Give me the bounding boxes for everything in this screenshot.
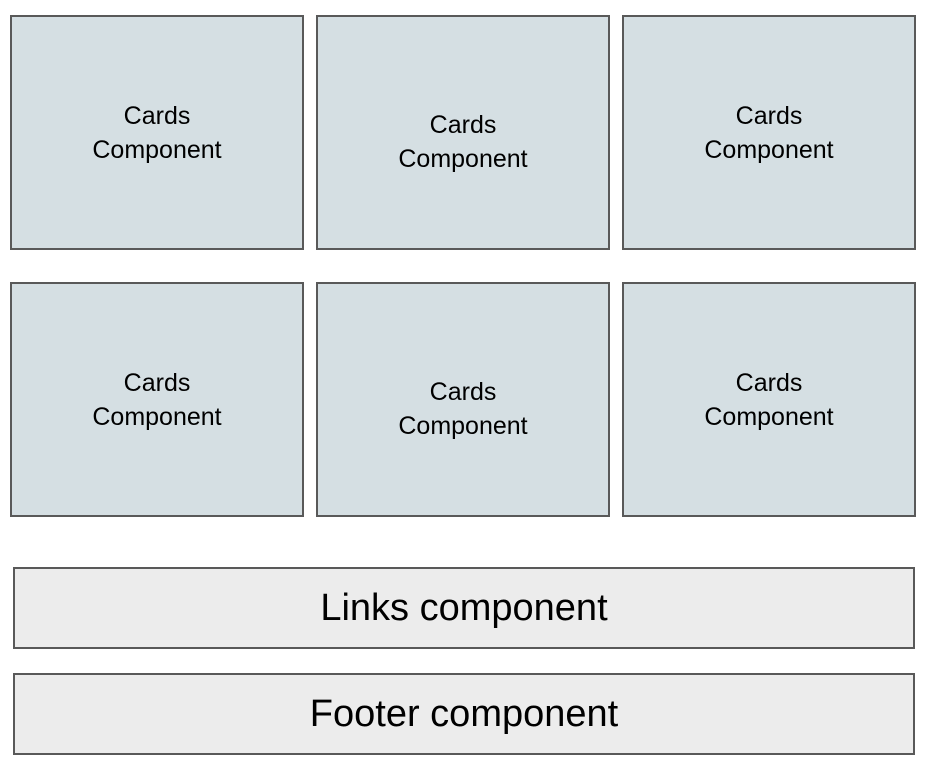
- links-component-box: Links component: [13, 567, 915, 649]
- card-label-line1: Cards: [735, 101, 803, 130]
- card-label-line2: Component: [92, 402, 222, 431]
- card-label-line2: Component: [398, 411, 528, 440]
- cards-component-box: Cards Component: [10, 15, 304, 250]
- card-label: Cards Component: [92, 99, 221, 167]
- card-label-line1: Cards: [429, 377, 497, 406]
- card-label: Cards Component: [398, 375, 527, 443]
- cards-component-box: Cards Component: [316, 282, 610, 517]
- card-label-line1: Cards: [429, 110, 497, 139]
- card-label-line2: Component: [704, 135, 834, 164]
- card-label-line1: Cards: [123, 101, 191, 130]
- cards-component-box: Cards Component: [622, 15, 916, 250]
- links-component-label: Links component: [320, 586, 608, 629]
- card-label: Cards Component: [704, 366, 833, 434]
- card-label: Cards Component: [704, 99, 833, 167]
- footer-component-box: Footer component: [13, 673, 915, 755]
- cards-component-box: Cards Component: [316, 15, 610, 250]
- card-label-line1: Cards: [123, 368, 191, 397]
- footer-component-label: Footer component: [309, 692, 619, 735]
- card-label-line2: Component: [398, 144, 528, 173]
- card-label-line2: Component: [704, 402, 834, 431]
- card-label-line1: Cards: [735, 368, 803, 397]
- cards-component-box: Cards Component: [10, 282, 304, 517]
- card-label: Cards Component: [92, 366, 221, 434]
- card-label: Cards Component: [398, 108, 527, 176]
- card-label-line2: Component: [92, 135, 222, 164]
- cards-component-box: Cards Component: [622, 282, 916, 517]
